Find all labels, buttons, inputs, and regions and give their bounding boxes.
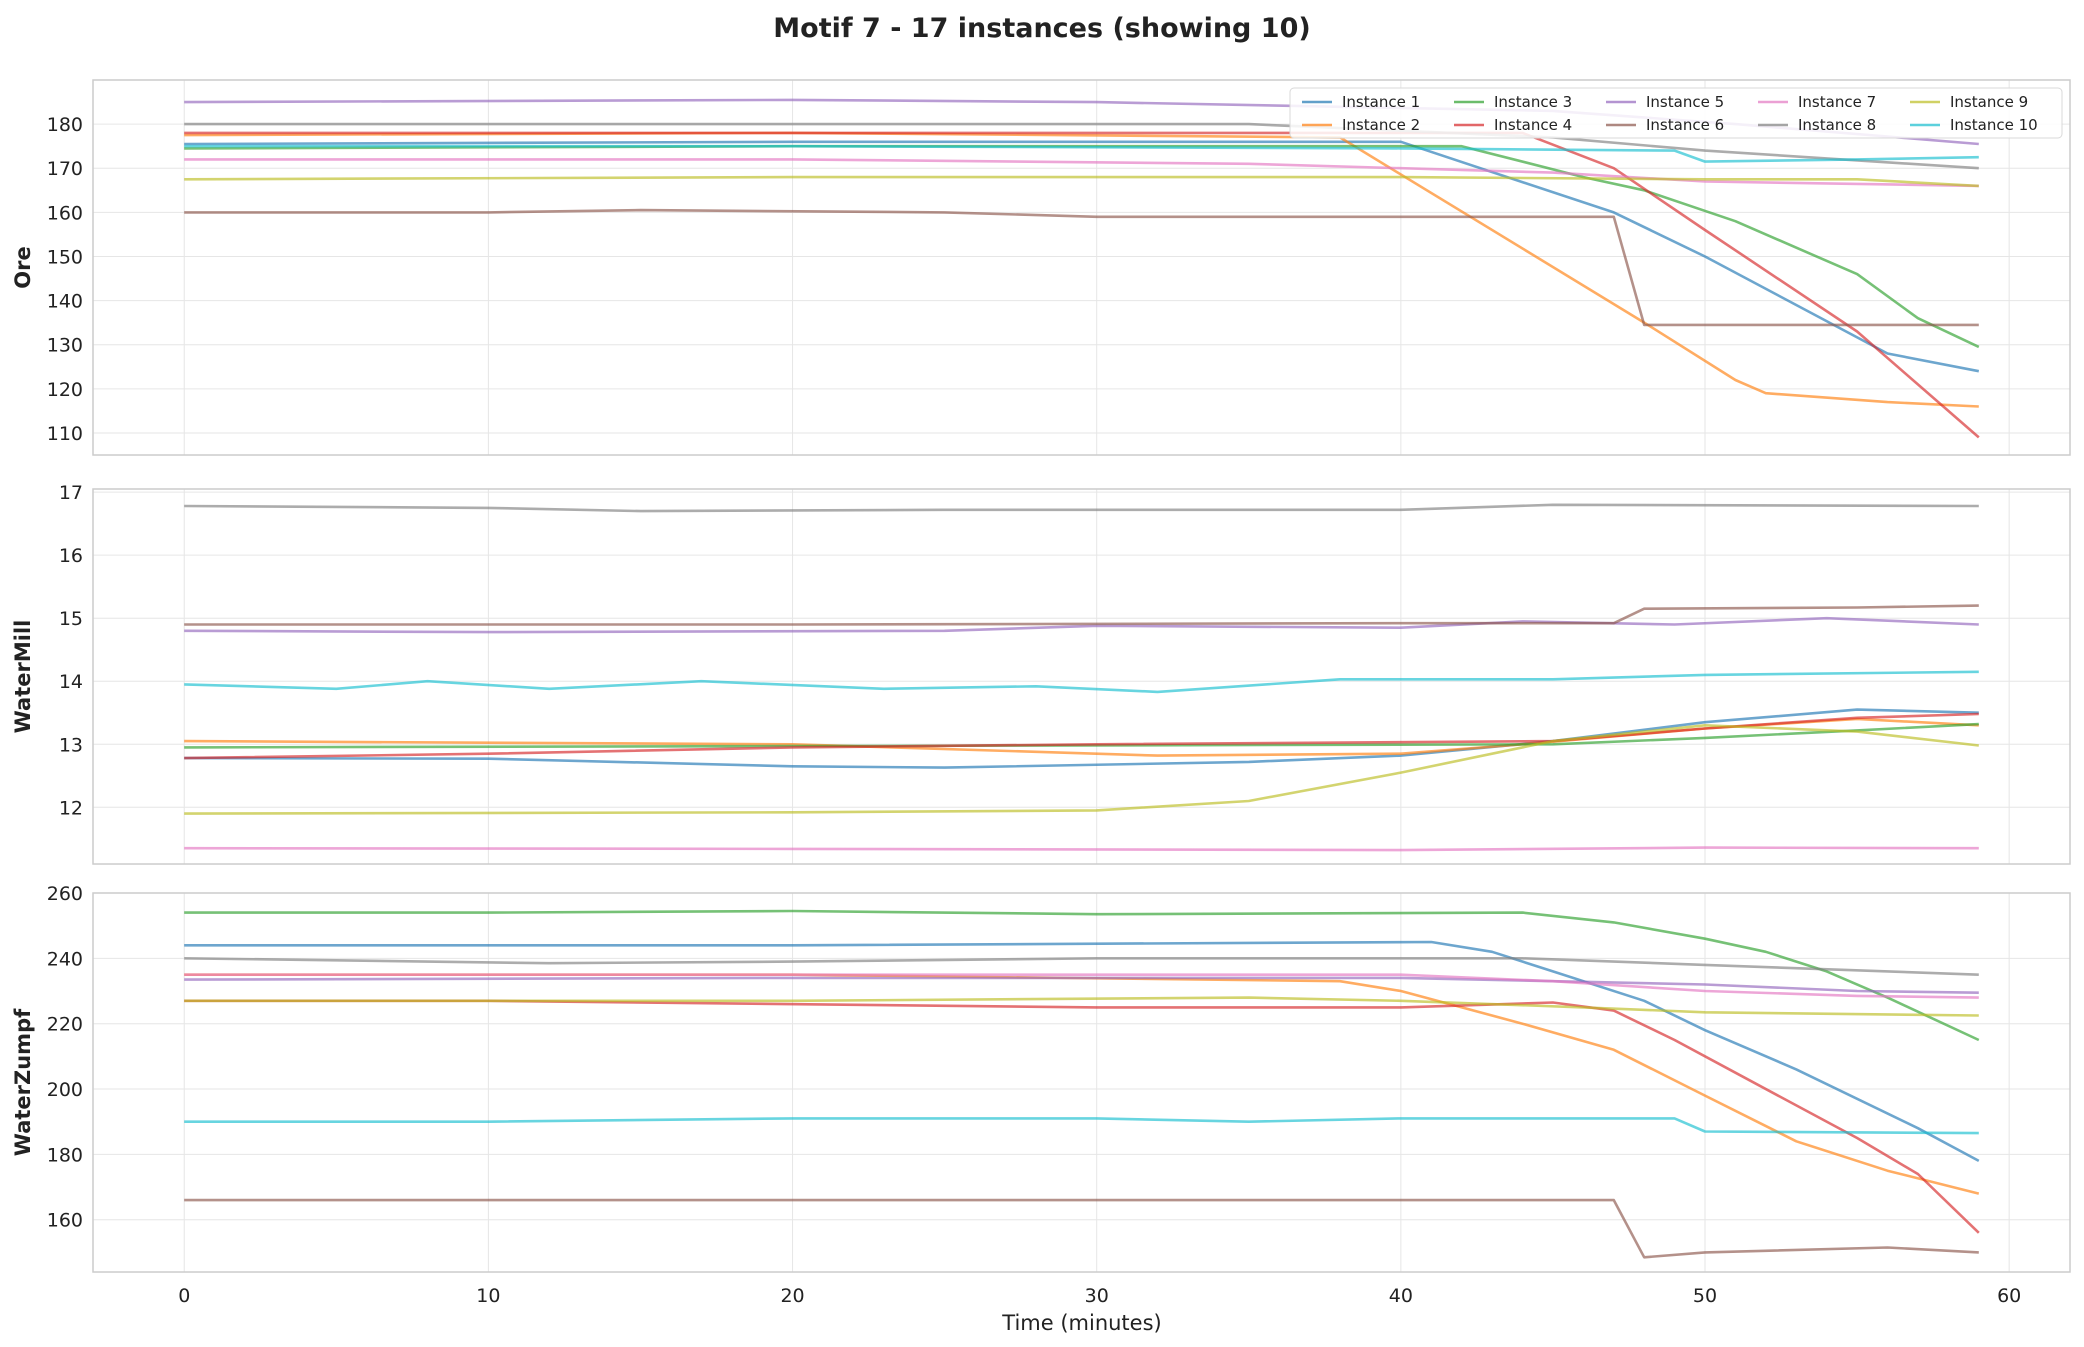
- series-line-instance-2: [184, 131, 1979, 408]
- y-tick-label: 260: [47, 883, 83, 905]
- y-tick-label: 200: [47, 1079, 83, 1101]
- series-line-instance-4: [184, 999, 1980, 1234]
- x-tick-label: 0: [178, 1285, 190, 1307]
- y-tick-label: 14: [59, 671, 83, 693]
- x-tick-label: 30: [1085, 1285, 1109, 1307]
- series-line-instance-10: [184, 144, 1979, 163]
- legend-entry: Instance 5: [1646, 93, 1724, 111]
- series-line-instance-4: [184, 131, 1980, 439]
- series-line-instance-10: [184, 1117, 1979, 1135]
- y-tick-label: 240: [47, 948, 83, 970]
- series-line-instance-5: [184, 616, 1979, 634]
- x-axis-label: Time (minutes): [1001, 1311, 1161, 1335]
- x-tick-label: 50: [1693, 1285, 1717, 1307]
- series-line-instance-7: [184, 973, 1979, 999]
- panel-frame: [92, 79, 2071, 456]
- y-tick-label: 170: [47, 158, 83, 180]
- y-tick-label: 130: [47, 335, 83, 357]
- y-tick-label: 120: [47, 379, 83, 401]
- series-line-instance-4: [184, 712, 1979, 760]
- series-line-instance-9: [184, 996, 1979, 1017]
- x-tick-label: 20: [780, 1285, 804, 1307]
- y-axis-label: WaterMill: [11, 620, 35, 734]
- panel-waterzumpf: 160 180 200 220 240 260 WaterZumpf 0 10 20 30 40 50 6…: [11, 883, 2071, 1307]
- series-line-instance-1: [184, 140, 1980, 373]
- y-tick-label: 140: [47, 291, 83, 313]
- series-line-instance-3: [184, 722, 1979, 749]
- x-tick-label: 60: [1997, 1285, 2021, 1307]
- series-line-instance-1: [184, 940, 1980, 1163]
- y-tick-label: 220: [47, 1014, 83, 1036]
- series-group: [184, 909, 1980, 1259]
- legend: Instance 1 Instance 2 Instance 3 Instance 4…: [1289, 87, 2063, 139]
- legend-entry: Instance 4: [1494, 116, 1572, 134]
- legend-entry: Instance 3: [1494, 93, 1572, 111]
- series-line-instance-10: [184, 670, 1979, 694]
- y-tick-label: 12: [59, 797, 83, 819]
- y-axis-label: WaterZumpf: [11, 1008, 35, 1156]
- series-line-instance-6: [184, 208, 1979, 327]
- series-line-instance-8: [184, 957, 1979, 976]
- series-line-instance-1: [184, 708, 1979, 769]
- y-tick-label: 150: [47, 246, 83, 268]
- series-line-instance-3: [184, 909, 1980, 1042]
- y-tick-label: 13: [59, 734, 83, 756]
- series-line-instance-9: [184, 175, 1979, 188]
- series-line-instance-6: [184, 1198, 1979, 1259]
- x-tick-label: 10: [476, 1285, 500, 1307]
- legend-entry: Instance 9: [1950, 93, 2028, 111]
- series-line-instance-9: [184, 724, 1979, 815]
- series-group: [184, 503, 1979, 852]
- legend-entry: Instance 10: [1950, 116, 2038, 134]
- legend-entry: Instance 2: [1342, 116, 1420, 134]
- legend-entry: Instance 8: [1798, 116, 1876, 134]
- y-tick-label: 15: [59, 608, 83, 630]
- panel-watermill: 12 13 14 15 16 17 WaterMill: [11, 482, 2071, 865]
- panel-frame: [92, 488, 2071, 865]
- series-line-instance-7: [184, 158, 1979, 188]
- series-group: [184, 98, 1980, 439]
- chart-title: Motif 7 - 17 instances (showing 10): [773, 13, 1310, 44]
- legend-entry: Instance 1: [1342, 93, 1420, 111]
- series-line-instance-7: [184, 846, 1979, 852]
- y-tick-label: 180: [47, 114, 83, 136]
- y-axis-label: Ore: [11, 246, 35, 288]
- series-line-instance-8: [184, 503, 1979, 513]
- legend-entry: Instance 6: [1646, 116, 1724, 134]
- y-tick-label: 160: [47, 1210, 83, 1232]
- legend-entry: Instance 7: [1798, 93, 1876, 111]
- x-tick-label: 40: [1389, 1285, 1413, 1307]
- y-tick-label: 17: [59, 482, 83, 504]
- y-tick-label: 160: [47, 202, 83, 224]
- y-tick-label: 110: [47, 423, 83, 445]
- series-line-instance-6: [184, 604, 1979, 626]
- y-tick-label: 16: [59, 545, 83, 567]
- y-tick-label: 180: [47, 1144, 83, 1166]
- panel-frame: [92, 892, 2071, 1273]
